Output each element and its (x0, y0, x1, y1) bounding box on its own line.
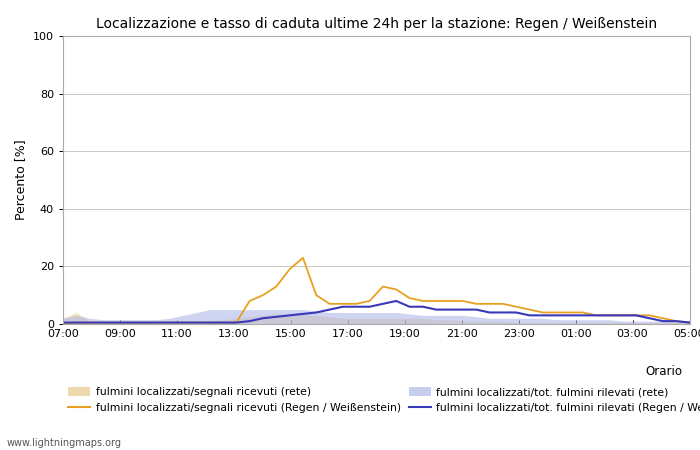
Title: Localizzazione e tasso di caduta ultime 24h per la stazione: Regen / Weißenstein: Localizzazione e tasso di caduta ultime … (96, 17, 657, 31)
Text: www.lightningmaps.org: www.lightningmaps.org (7, 438, 122, 448)
Y-axis label: Percento [%]: Percento [%] (15, 140, 27, 220)
Legend: fulmini localizzati/segnali ricevuti (rete), fulmini localizzati/segnali ricevut: fulmini localizzati/segnali ricevuti (re… (69, 387, 700, 413)
Text: Orario: Orario (645, 365, 682, 378)
